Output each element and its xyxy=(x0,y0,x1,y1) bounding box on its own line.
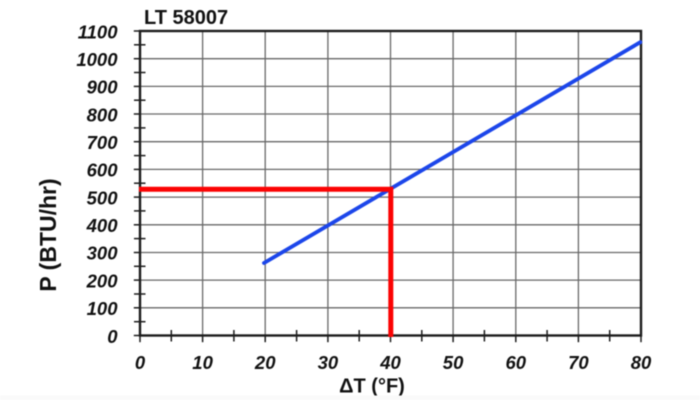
svg-text:50: 50 xyxy=(443,352,464,373)
svg-text:300: 300 xyxy=(87,243,119,264)
svg-text:200: 200 xyxy=(86,270,119,291)
svg-text:70: 70 xyxy=(568,352,589,373)
svg-text:60: 60 xyxy=(506,352,527,373)
svg-text:10: 10 xyxy=(192,352,213,373)
svg-text:40: 40 xyxy=(379,352,401,373)
svg-text:800: 800 xyxy=(87,104,119,125)
svg-text:1000: 1000 xyxy=(76,49,118,70)
svg-text:30: 30 xyxy=(318,352,339,373)
svg-text:P (BTU/hr): P (BTU/hr) xyxy=(35,178,61,291)
svg-text:400: 400 xyxy=(86,215,119,236)
svg-text:500: 500 xyxy=(87,187,119,208)
svg-text:20: 20 xyxy=(254,352,276,373)
svg-text:80: 80 xyxy=(631,352,652,373)
svg-text:100: 100 xyxy=(87,298,119,319)
svg-text:900: 900 xyxy=(87,77,119,98)
svg-text:0: 0 xyxy=(107,326,118,347)
svg-text:600: 600 xyxy=(87,160,119,181)
svg-text:0: 0 xyxy=(135,352,146,373)
svg-text:ΔT (°F): ΔT (°F) xyxy=(339,376,405,398)
svg-text:LT 58007: LT 58007 xyxy=(144,7,228,29)
svg-text:1100: 1100 xyxy=(78,21,118,42)
svg-text:700: 700 xyxy=(87,132,119,153)
